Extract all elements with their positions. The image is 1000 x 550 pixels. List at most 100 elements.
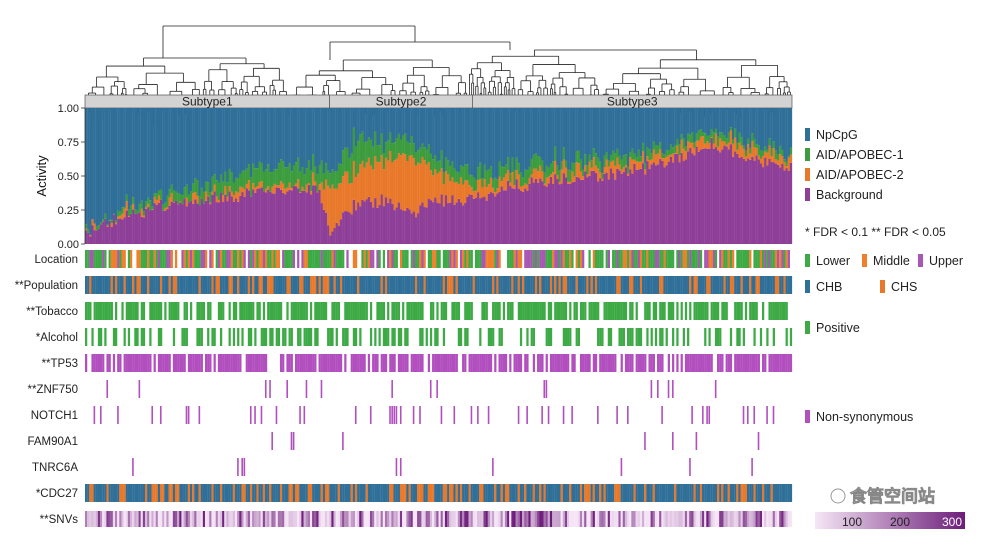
track-cell (698, 276, 700, 294)
track-cell (728, 250, 730, 268)
bar-npcpg (488, 108, 490, 169)
bar-npcpg (413, 108, 415, 143)
track-cell (663, 276, 665, 294)
track-cell (327, 276, 329, 294)
track-cell (222, 302, 224, 320)
track-cell (265, 250, 267, 268)
snv-cell (610, 511, 612, 527)
track-cell (526, 302, 528, 320)
track-cell (306, 302, 308, 320)
snv-cell (588, 511, 590, 527)
track-cell (409, 302, 411, 320)
track-cell (87, 250, 89, 268)
track-cell (304, 276, 306, 294)
bar-aid-apobec-1 (398, 134, 400, 153)
bar-npcpg (531, 108, 533, 159)
track-cell (229, 302, 231, 320)
track-cell (651, 250, 653, 268)
bar-npcpg (113, 108, 115, 214)
snv-cell (616, 511, 618, 527)
bar-aid-apobec-1 (100, 222, 102, 224)
track-cell (706, 354, 708, 372)
snv-cell (364, 511, 366, 527)
track-cell (261, 484, 263, 502)
bar-aid-apobec-2 (308, 183, 310, 185)
track-cell (434, 250, 436, 268)
track-cell (460, 276, 462, 294)
bar-background (651, 164, 653, 244)
bar-aid-apobec-2 (445, 171, 447, 195)
track-cell (383, 276, 385, 294)
bar-aid-apobec-2 (473, 191, 475, 199)
track-cell (434, 276, 436, 294)
track-cell (661, 250, 663, 268)
track-cell (385, 354, 387, 372)
snv-cell (498, 511, 500, 527)
track-cell (659, 276, 661, 294)
track-cell (201, 250, 203, 268)
track-cell (241, 458, 243, 476)
track-cell (199, 276, 201, 294)
snv-cell (368, 511, 370, 527)
bar-aid-apobec-1 (460, 165, 462, 177)
bar-npcpg (267, 108, 269, 164)
bar-npcpg (612, 108, 614, 151)
track-cell (248, 484, 250, 502)
fdr-note: * FDR < 0.1 ** FDR < 0.05 (805, 225, 946, 239)
bar-background (616, 169, 618, 244)
bar-aid-apobec-2 (736, 150, 738, 154)
track-cell (361, 276, 363, 294)
bar-aid-apobec-1 (561, 161, 563, 169)
snv-cell (351, 511, 353, 527)
bar-aid-apobec-2 (550, 174, 552, 176)
bar-background (451, 195, 453, 244)
bar-aid-apobec-1 (308, 160, 310, 183)
track-cell (672, 354, 674, 372)
track-cell (237, 276, 239, 294)
bar-background (614, 180, 616, 244)
bar-aid-apobec-2 (537, 171, 539, 183)
snv-cell (261, 511, 263, 527)
track-cell (353, 302, 355, 320)
snv-cell (389, 511, 391, 527)
bar-npcpg (203, 108, 205, 192)
snv-cell (715, 511, 717, 527)
track-cell (391, 406, 393, 424)
track-label: TNRC6A (32, 462, 78, 474)
bar-npcpg (299, 108, 301, 172)
track-cell (621, 302, 623, 320)
bar-background (627, 176, 629, 244)
bar-aid-apobec-1 (606, 152, 608, 160)
bar-background (411, 213, 413, 244)
track-cell (190, 302, 192, 320)
track-cell (655, 328, 657, 346)
bar-aid-apobec-2 (156, 200, 158, 205)
track-cell (588, 250, 590, 268)
track-cell (104, 276, 106, 294)
track-cell (753, 484, 755, 502)
track-cell (743, 484, 745, 502)
bar-aid-apobec-2 (683, 149, 685, 161)
track-cell (775, 250, 777, 268)
track-cell (128, 302, 130, 320)
track-cell (102, 354, 104, 372)
bar-aid-apobec-2 (578, 163, 580, 177)
bar-aid-apobec-1 (610, 155, 612, 162)
track-cell (531, 328, 533, 346)
track-cell (726, 354, 728, 372)
bar-npcpg (689, 108, 691, 135)
track-label: **TP53 (42, 358, 78, 370)
track-cell (349, 302, 351, 320)
bar-aid-apobec-2 (312, 173, 314, 185)
bar-aid-apobec-2 (265, 189, 267, 193)
snv-cell (603, 511, 605, 527)
track-cell (430, 484, 432, 502)
bar-background (563, 173, 565, 244)
bar-aid-apobec-1 (464, 164, 466, 180)
bar-aid-apobec-1 (419, 148, 421, 164)
track-cell (565, 250, 567, 268)
snv-cell (708, 511, 710, 527)
track-cell (526, 406, 528, 424)
track-cell (625, 354, 627, 372)
track-cell (505, 354, 507, 372)
